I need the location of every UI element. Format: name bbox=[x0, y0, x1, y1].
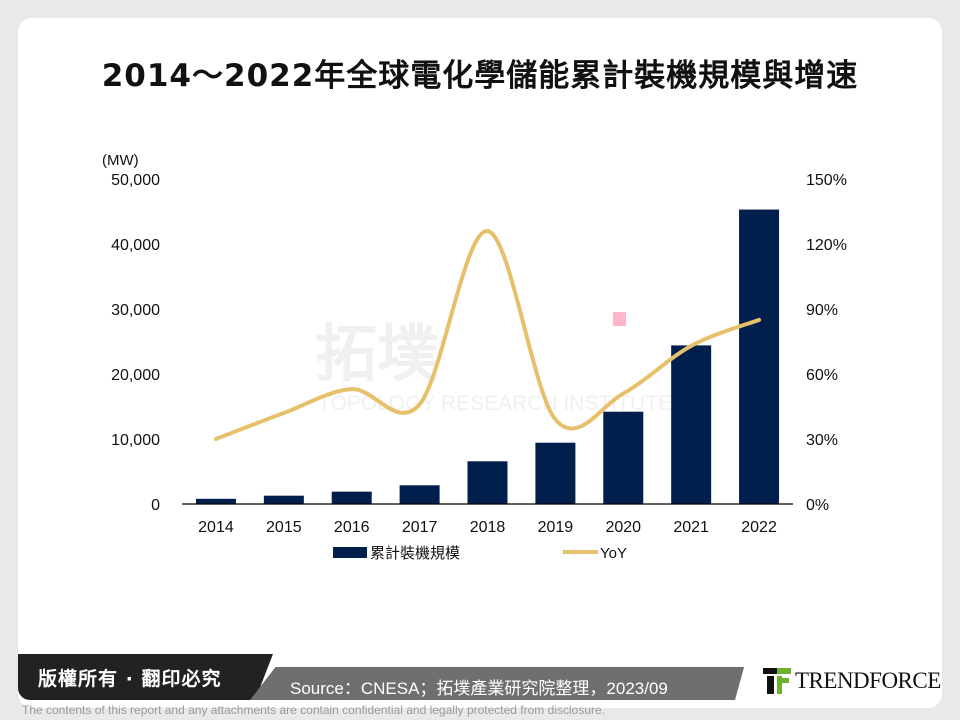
x-tick-label: 2015 bbox=[266, 519, 302, 536]
source-text: Source：CNESA；拓墣產業研究院整理，2023/09 bbox=[290, 679, 668, 698]
bar-2020 bbox=[603, 411, 644, 504]
x-tick-label: 2018 bbox=[470, 519, 506, 536]
slide-card bbox=[18, 18, 942, 708]
legend: 累計裝機規模 YoY bbox=[333, 545, 627, 562]
trendforce-logo: TRENDFORCE bbox=[763, 668, 941, 694]
bar-2016 bbox=[331, 491, 372, 504]
right-tick-label: 120% bbox=[806, 237, 847, 254]
trendforce-logo-text: TRENDFORCE bbox=[795, 668, 941, 693]
left-tick-label: 20,000 bbox=[111, 367, 160, 384]
watermark: 拓墣 TOPOLOGY RESEARCH INSTITUTE bbox=[315, 317, 672, 415]
x-tick-label: 2016 bbox=[334, 519, 370, 536]
left-tick-label: 30,000 bbox=[111, 302, 160, 319]
left-tick-label: 40,000 bbox=[111, 237, 160, 254]
x-tick-label: 2019 bbox=[538, 519, 574, 536]
chart: 拓墣 TOPOLOGY RESEARCH INSTITUTE (MW) 0 10,… bbox=[102, 152, 847, 562]
disclaimer: The contents of this report and any atta… bbox=[22, 703, 605, 717]
watermark-dot bbox=[613, 312, 626, 326]
x-tick-label: 2020 bbox=[605, 519, 641, 536]
bar-2018 bbox=[467, 461, 508, 504]
legend-bar-label: 累計裝機規模 bbox=[370, 545, 460, 562]
source-band: Source：CNESA；拓墣產業研究院整理，2023/09 bbox=[250, 667, 760, 700]
bar-2021 bbox=[671, 345, 712, 504]
left-tick-label: 0 bbox=[151, 497, 160, 514]
bar-2019 bbox=[535, 442, 576, 504]
bar-2014 bbox=[195, 498, 236, 504]
bar-2015 bbox=[263, 495, 304, 504]
trendforce-logo-icon bbox=[763, 668, 791, 694]
svg-text:拓墣: 拓墣 bbox=[315, 317, 439, 390]
bar-2022 bbox=[739, 209, 780, 505]
x-tick-label: 2014 bbox=[198, 519, 234, 536]
right-tick-label: 150% bbox=[806, 172, 847, 189]
x-tick-label: 2017 bbox=[402, 519, 438, 536]
legend-line-label: YoY bbox=[600, 545, 627, 562]
svg-text:TOPOLOGY RESEARCH INSTITUTE: TOPOLOGY RESEARCH INSTITUTE bbox=[318, 392, 672, 415]
left-tick-label: 50,000 bbox=[111, 172, 160, 189]
right-tick-label: 0% bbox=[806, 497, 829, 514]
chart-title: 2014～2022年全球電化學儲能累計裝機規模與增速 bbox=[101, 58, 859, 94]
x-tick-label: 2022 bbox=[741, 519, 777, 536]
x-tick-label: 2021 bbox=[673, 519, 709, 536]
left-tick-label: 10,000 bbox=[111, 432, 160, 449]
bar-2017 bbox=[399, 485, 440, 504]
right-tick-label: 90% bbox=[806, 302, 838, 319]
y-unit-label: (MW) bbox=[102, 152, 139, 169]
right-tick-label: 60% bbox=[806, 367, 838, 384]
right-tick-label: 30% bbox=[806, 432, 838, 449]
copyright-band: 版權所有 · 翻印必究 bbox=[18, 654, 273, 700]
copyright-text: 版權所有 · 翻印必究 bbox=[38, 668, 222, 690]
legend-bar-swatch bbox=[333, 547, 367, 558]
